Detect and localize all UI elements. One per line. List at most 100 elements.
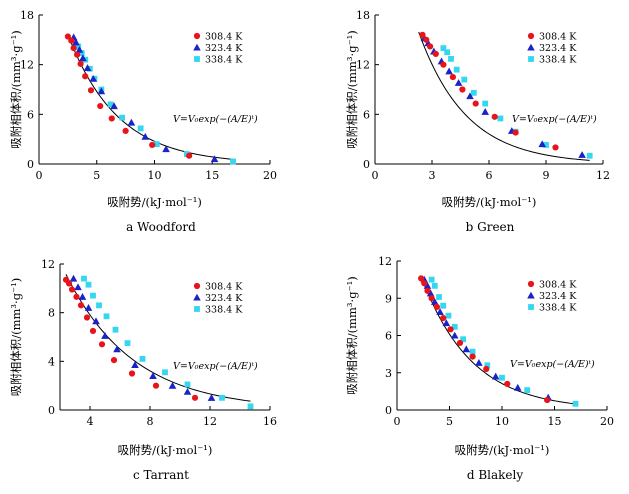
x-axis-title: 吸附势/(kJ·mol⁻¹) [107, 195, 202, 209]
data-point [162, 369, 168, 376]
data-point [83, 314, 91, 321]
data-point [87, 87, 95, 94]
data-point [92, 317, 100, 325]
x-tick-label: 0 [372, 169, 379, 182]
series-338-4-K [428, 276, 579, 407]
data-point [538, 140, 546, 148]
data-point [440, 302, 447, 309]
equation-annotation: V=V₀exp(−(A/E)ᵗ) [173, 361, 258, 372]
data-point [432, 50, 439, 58]
y-tick-label: 0 [48, 404, 55, 417]
legend-label: 338.4 K [205, 305, 243, 316]
y-axis-title: 吸附相体积/(mm³·g⁻¹) [9, 278, 23, 396]
data-point [491, 113, 498, 120]
data-point [74, 51, 81, 58]
legend-marker [193, 293, 201, 301]
data-point [168, 381, 177, 389]
data-point [68, 286, 76, 293]
data-point [482, 100, 489, 107]
equation-annotation: V=V₀exp(−(A/E)ᵗ) [512, 114, 597, 125]
data-point [247, 403, 254, 410]
x-tick-label: 5 [446, 415, 453, 428]
data-point [141, 132, 150, 140]
data-point [428, 295, 435, 302]
y-tick-label: 0 [363, 158, 370, 171]
data-point [149, 372, 157, 379]
legend-marker [527, 43, 535, 51]
data-point [149, 141, 156, 149]
data-point [450, 331, 459, 339]
data-point [543, 142, 549, 148]
data-point [578, 151, 586, 158]
x-tick-label: 5 [93, 169, 100, 182]
x-tick-label: 12 [596, 169, 610, 182]
legend-marker [193, 282, 201, 290]
data-point [74, 283, 82, 291]
data-point [461, 76, 468, 83]
y-axis-title: 吸附相体积/(mm³·g⁻¹) [345, 30, 359, 148]
series-338-4-K [81, 275, 254, 410]
y-axis-title: 吸附相体积/(mm³·g⁻¹) [345, 276, 359, 394]
y-tick-label: 3 [385, 367, 392, 380]
x-tick-label: 15 [205, 169, 219, 182]
panel-2: 0 6 12 18 0 3 6 9 12 吸附势/(kJ·mol⁻¹) 吸附相体积/(mm³·g⁻¹… [345, 9, 610, 234]
panel-caption: c Tarrant [133, 468, 189, 482]
data-point [68, 37, 75, 44]
data-point [470, 89, 477, 96]
data-point [89, 74, 98, 82]
data-point [475, 359, 483, 366]
data-point [499, 374, 505, 381]
legend-label: 323.4 K [205, 43, 243, 54]
panel-3: 0 4 8 12 4 8 12 16 吸附势/(kJ·mol⁻¹) 吸附相体积/(mm³·g⁻¹)… [9, 258, 277, 482]
x-axis-title: 吸附势/(kJ·mol⁻¹) [442, 195, 537, 209]
y-tick-label: 0 [385, 404, 392, 417]
legend-label: 308.4 K [539, 280, 577, 291]
data-point [65, 280, 73, 287]
data-point [512, 129, 519, 136]
y-tick-label: 6 [363, 108, 370, 121]
data-point [78, 293, 87, 300]
data-point [153, 141, 160, 148]
data-point [73, 293, 80, 300]
legend-label: 338.4 K [539, 303, 577, 314]
data-point [78, 50, 85, 56]
data-point [445, 312, 452, 319]
data-point [79, 54, 87, 62]
data-point [418, 275, 425, 282]
y-tick-label: 12 [41, 258, 55, 271]
data-point [433, 303, 440, 311]
y-tick-label: 4 [48, 355, 55, 368]
x-tick-label: 10 [148, 169, 162, 182]
data-point [210, 155, 219, 163]
data-point [445, 67, 453, 75]
data-point [85, 281, 92, 288]
data-point [119, 114, 126, 121]
x-tick-label: 8 [147, 415, 154, 428]
x-tick-label: 16 [263, 415, 277, 428]
data-point [72, 38, 80, 46]
data-point [426, 289, 435, 297]
data-point [449, 73, 456, 81]
data-point [436, 308, 444, 315]
data-point [81, 275, 87, 282]
data-point [113, 345, 121, 353]
data-point [456, 339, 464, 347]
x-tick-label: 9 [543, 169, 550, 182]
data-point [191, 394, 199, 401]
legend-label: 308.4 K [205, 282, 243, 293]
legend-marker [528, 304, 534, 310]
legend-label: 338.4 K [539, 55, 577, 66]
data-point [436, 294, 442, 300]
data-point [513, 383, 522, 391]
x-tick-label: 4 [87, 415, 94, 428]
data-point [97, 102, 104, 110]
data-point [89, 327, 97, 335]
series-308-4-K [418, 275, 551, 404]
legend-marker [527, 291, 535, 299]
data-point [444, 49, 451, 56]
legend-label: 323.4 K [205, 293, 243, 304]
data-point [423, 282, 432, 289]
data-point [84, 304, 93, 311]
panel-caption: a Woodford [126, 220, 196, 234]
